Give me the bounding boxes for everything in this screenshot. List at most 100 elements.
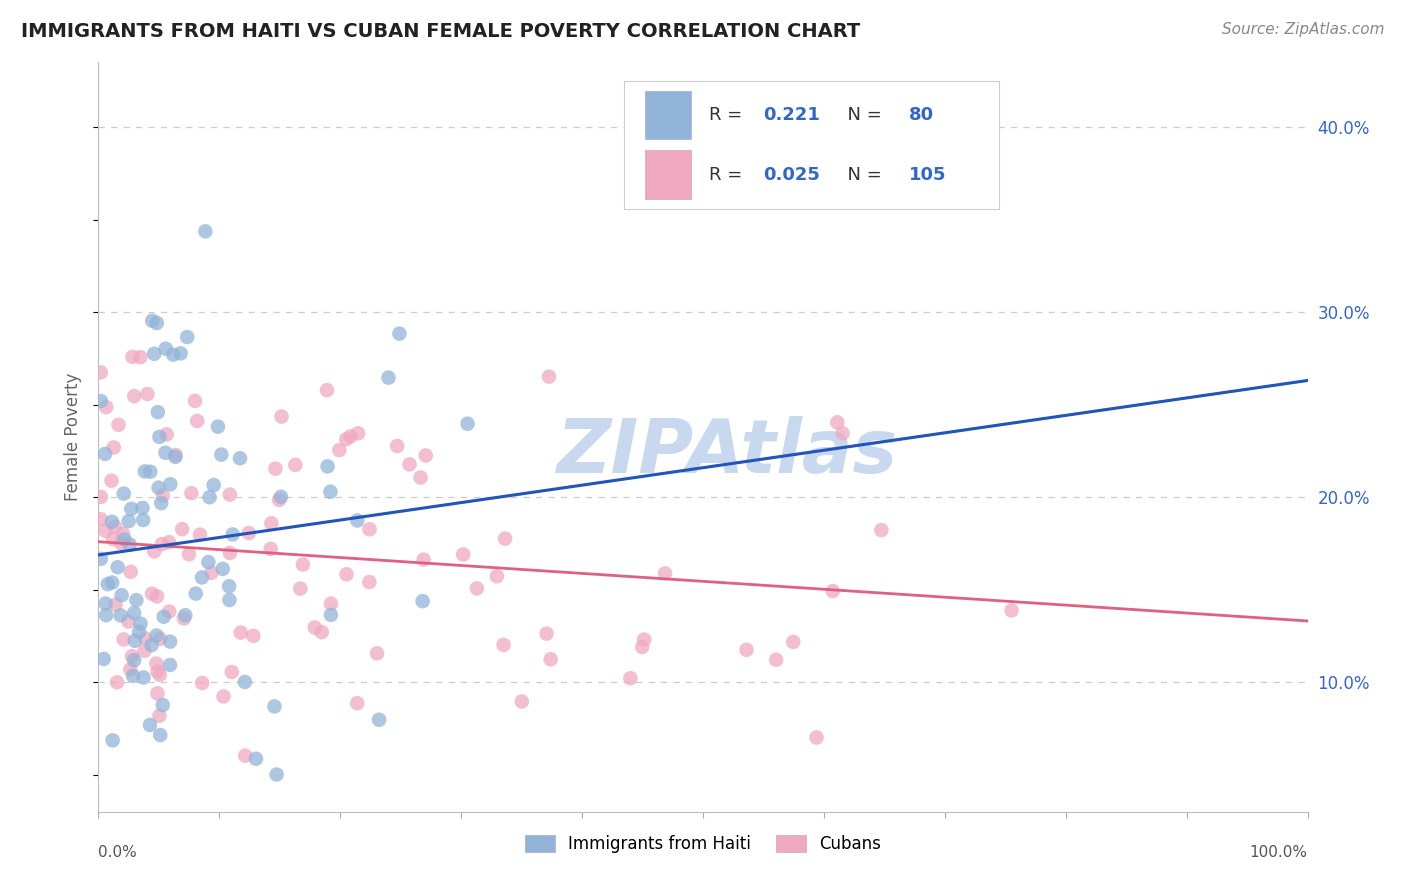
Point (346, 514, 368, 528)
Point (128, 624, 150, 639)
Point (122, 606, 145, 620)
Bar (645, 91, 690, 139)
Point (122, 653, 145, 667)
Point (537, 369, 560, 384)
Point (260, 516, 283, 531)
Point (311, 625, 333, 640)
Point (221, 665, 243, 679)
Point (242, 629, 264, 643)
Point (1000, 603, 1022, 617)
Text: N =: N = (837, 106, 887, 124)
Point (451, 548, 474, 562)
Point (107, 560, 129, 574)
Point (347, 426, 370, 441)
Point (177, 547, 200, 561)
Point (121, 649, 143, 664)
Point (346, 696, 368, 710)
Point (117, 615, 139, 629)
Point (134, 644, 156, 658)
Point (212, 690, 235, 704)
Point (409, 470, 432, 484)
Point (270, 409, 292, 424)
Point (94, 608, 117, 623)
Point (159, 657, 181, 672)
Point (385, 439, 408, 453)
Point (152, 489, 174, 503)
Point (540, 652, 562, 666)
Point (146, 405, 169, 419)
Point (218, 487, 240, 501)
Point (219, 546, 242, 560)
Point (90, 366, 112, 380)
Point (328, 443, 350, 458)
Point (145, 628, 167, 642)
Point (148, 481, 170, 495)
Point (291, 558, 314, 572)
Point (180, 486, 202, 500)
Point (110, 608, 132, 623)
Point (415, 449, 437, 463)
Point (654, 566, 676, 581)
Point (165, 450, 187, 464)
Point (125, 593, 148, 607)
Point (398, 458, 420, 472)
Point (335, 567, 357, 582)
Text: 80: 80 (908, 106, 934, 124)
Point (494, 532, 516, 546)
Point (485, 569, 508, 583)
Point (184, 393, 207, 408)
Point (107, 417, 129, 432)
Point (90, 512, 112, 526)
Point (134, 464, 156, 478)
Point (152, 698, 174, 712)
Point (782, 635, 804, 649)
Point (139, 465, 162, 479)
Point (173, 611, 195, 625)
Point (150, 496, 173, 510)
Point (218, 593, 240, 607)
Point (169, 346, 191, 360)
Point (238, 526, 260, 541)
Point (368, 713, 391, 727)
Point (172, 522, 194, 536)
Point (631, 640, 654, 654)
Point (194, 224, 217, 238)
Point (134, 632, 156, 646)
Point (359, 522, 381, 536)
Point (122, 389, 145, 403)
Point (93, 652, 115, 666)
Point (633, 632, 655, 647)
Point (465, 582, 488, 596)
Text: R =: R = (709, 106, 748, 124)
Point (149, 728, 172, 742)
Point (124, 633, 146, 648)
Point (806, 731, 828, 745)
Point (339, 429, 361, 443)
Point (188, 527, 211, 541)
Point (101, 515, 124, 529)
Point (388, 326, 411, 341)
Point (94, 447, 117, 461)
Point (150, 537, 173, 551)
Point (233, 748, 256, 763)
Point (316, 383, 339, 397)
Point (191, 570, 214, 584)
Point (159, 634, 181, 648)
Point (218, 579, 240, 593)
Point (197, 555, 219, 569)
Point (174, 608, 197, 623)
Point (377, 370, 399, 384)
Point (141, 638, 163, 652)
Point (186, 414, 208, 428)
Text: Source: ZipAtlas.com: Source: ZipAtlas.com (1222, 22, 1385, 37)
Point (146, 665, 169, 679)
Text: R =: R = (709, 166, 748, 184)
Point (155, 446, 177, 460)
Point (870, 523, 893, 537)
Point (157, 605, 180, 619)
Point (145, 657, 167, 671)
Point (104, 520, 127, 534)
Point (266, 767, 288, 781)
Point (94, 524, 117, 538)
Point (101, 733, 124, 747)
